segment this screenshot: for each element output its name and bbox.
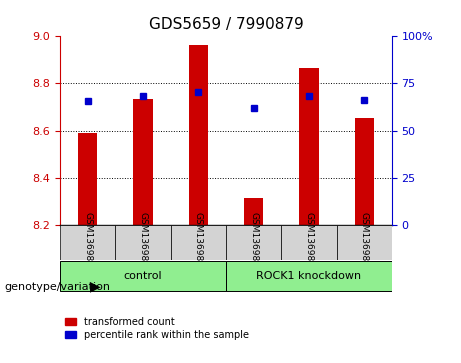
Bar xyxy=(78,133,97,225)
Text: ROCK1 knockdown: ROCK1 knockdown xyxy=(256,271,361,281)
Bar xyxy=(244,198,263,225)
FancyBboxPatch shape xyxy=(337,225,392,260)
Text: GSM1369861: GSM1369861 xyxy=(360,212,369,273)
Text: ▶: ▶ xyxy=(90,280,100,294)
FancyBboxPatch shape xyxy=(171,225,226,260)
Text: control: control xyxy=(124,271,162,281)
FancyBboxPatch shape xyxy=(226,261,392,290)
Title: GDS5659 / 7990879: GDS5659 / 7990879 xyxy=(148,17,303,32)
FancyBboxPatch shape xyxy=(281,225,337,260)
FancyBboxPatch shape xyxy=(226,225,281,260)
Bar xyxy=(299,68,319,225)
FancyBboxPatch shape xyxy=(60,225,115,260)
Text: GSM1369860: GSM1369860 xyxy=(304,212,313,273)
Text: GSM1369857: GSM1369857 xyxy=(138,212,148,273)
FancyBboxPatch shape xyxy=(60,261,226,290)
Text: genotype/variation: genotype/variation xyxy=(5,282,111,292)
Bar xyxy=(189,45,208,225)
FancyBboxPatch shape xyxy=(115,225,171,260)
Legend: transformed count, percentile rank within the sample: transformed count, percentile rank withi… xyxy=(65,317,249,340)
Text: GSM1369859: GSM1369859 xyxy=(249,212,258,273)
Bar xyxy=(355,118,374,225)
Text: GSM1369858: GSM1369858 xyxy=(194,212,203,273)
Text: GSM1369856: GSM1369856 xyxy=(83,212,92,273)
Bar xyxy=(133,99,153,225)
